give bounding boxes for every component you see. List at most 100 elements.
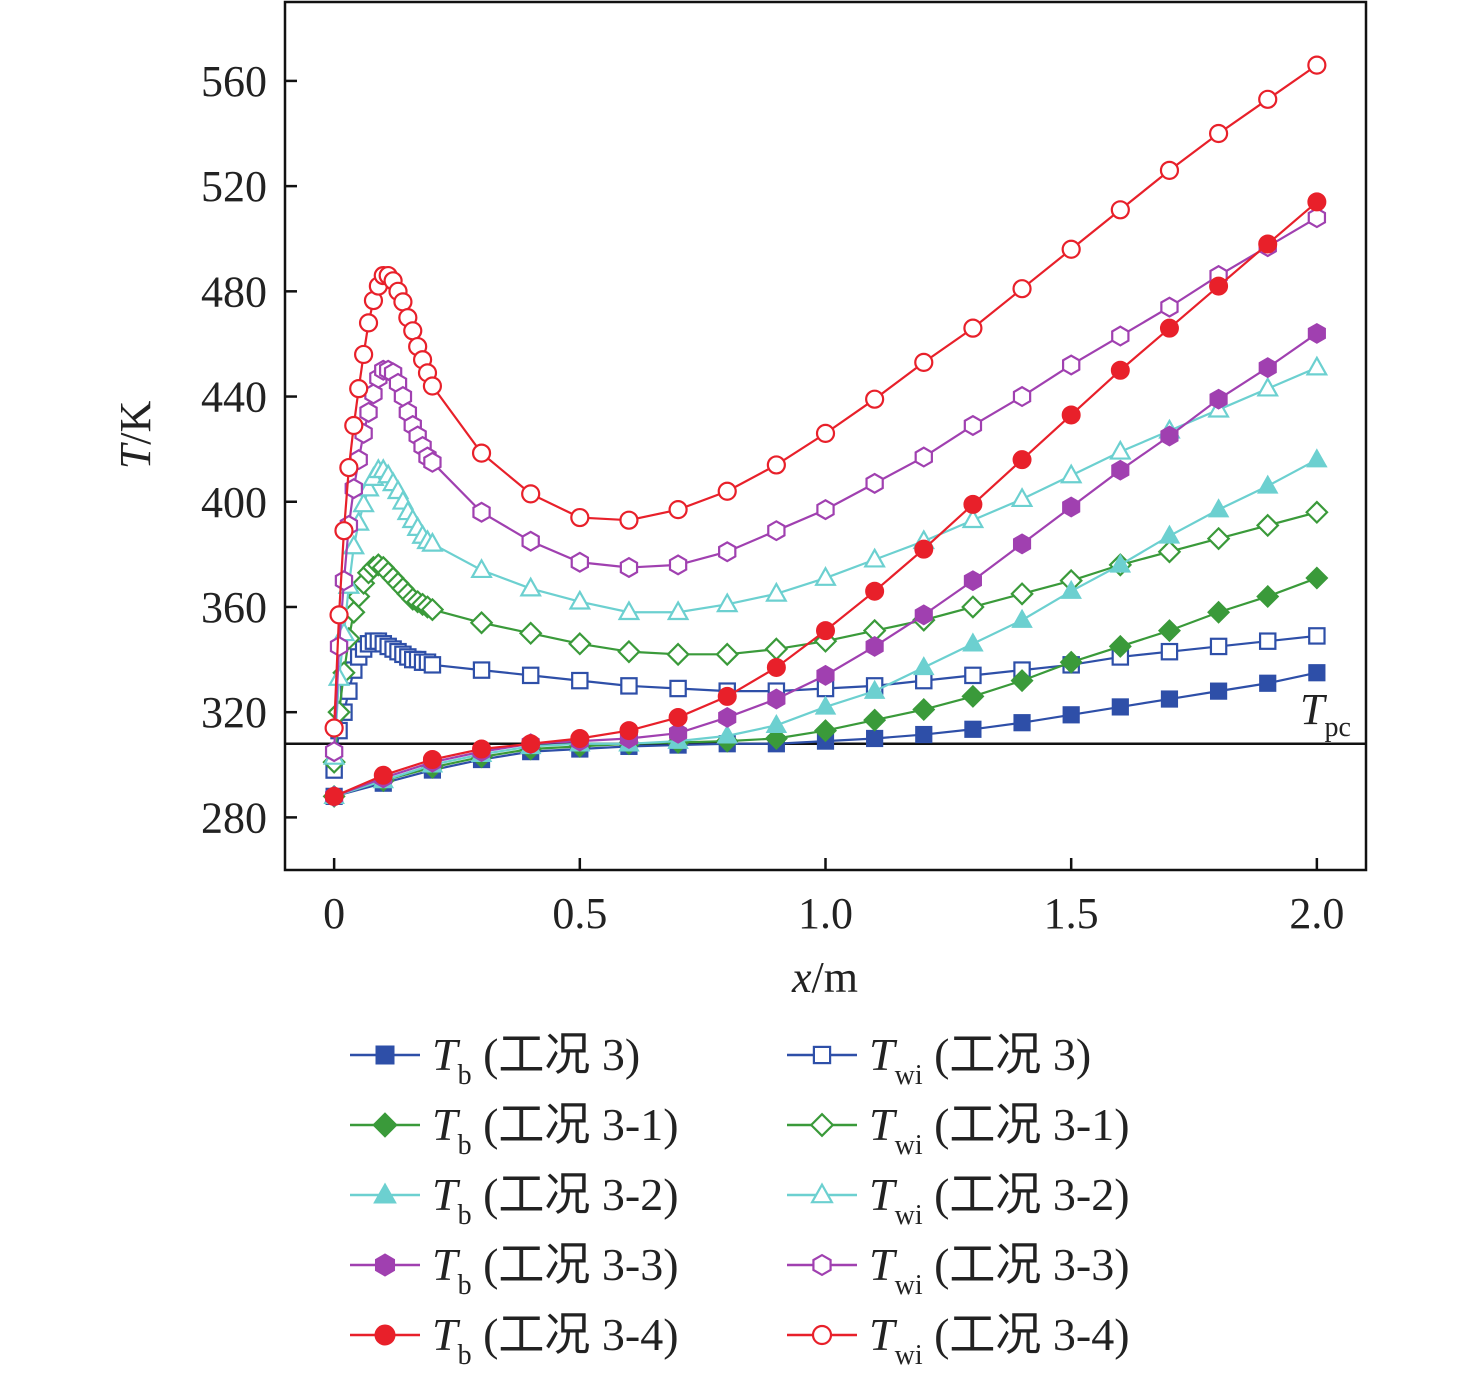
data-point xyxy=(570,507,590,528)
data-point xyxy=(1258,632,1277,650)
data-point xyxy=(472,661,491,679)
data-point xyxy=(1159,318,1179,338)
data-point xyxy=(1308,664,1326,682)
data-point xyxy=(964,720,982,738)
data-point xyxy=(715,592,739,613)
legend-item: Twi (工况 3) xyxy=(787,1029,1091,1091)
data-point xyxy=(471,443,492,463)
data-point xyxy=(1111,459,1130,481)
data-point xyxy=(766,455,786,475)
data-point xyxy=(915,671,933,690)
data-point xyxy=(359,401,378,423)
data-point xyxy=(815,423,836,443)
data-point xyxy=(619,510,639,530)
data-point xyxy=(914,604,933,626)
data-point xyxy=(816,621,835,641)
data-point xyxy=(865,581,885,601)
data-point xyxy=(617,600,641,621)
x-tick-label: 1.5 xyxy=(1044,889,1099,938)
legend-item: Twi (工况 3-4) xyxy=(787,1309,1130,1371)
data-point xyxy=(1305,355,1329,376)
legend-label: Tb (工况 3-1) xyxy=(432,1099,679,1161)
data-point xyxy=(668,707,688,727)
data-point xyxy=(1010,582,1034,606)
data-point xyxy=(518,621,543,646)
data-point xyxy=(1305,500,1329,525)
data-point xyxy=(1259,674,1277,692)
data-point xyxy=(1157,619,1181,643)
data-point xyxy=(1209,388,1228,410)
data-point xyxy=(521,484,541,504)
data-point xyxy=(1109,553,1132,573)
data-point xyxy=(865,635,884,657)
data-point xyxy=(765,713,788,734)
data-point xyxy=(1060,579,1082,599)
legend-marker-hexagon-icon xyxy=(812,1253,832,1277)
x-axis-label: x/m xyxy=(791,953,858,1002)
y-tick-label: 480 xyxy=(201,267,267,316)
data-point xyxy=(568,589,592,610)
data-point xyxy=(963,414,983,437)
data-point xyxy=(666,600,690,621)
data-point xyxy=(324,718,344,738)
legend-label: Twi (工况 3-4) xyxy=(869,1309,1130,1371)
data-point xyxy=(1207,498,1230,518)
data-point xyxy=(1256,474,1279,494)
data-point xyxy=(715,642,739,667)
x-tick-label: 0 xyxy=(323,889,345,938)
legend-item: Tb (工况 3-3) xyxy=(350,1239,679,1301)
data-point xyxy=(1012,279,1032,299)
legend-marker-circle-icon xyxy=(374,1324,396,1346)
data-point xyxy=(1305,566,1329,590)
data-point xyxy=(1258,89,1278,109)
legend-marker-hexagon-icon xyxy=(374,1253,396,1277)
legend-item: Twi (工况 3-3) xyxy=(787,1239,1130,1301)
data-point xyxy=(358,313,379,333)
data-point xyxy=(962,632,984,652)
data-point xyxy=(1012,385,1032,408)
data-point xyxy=(617,639,641,664)
y-tick-label: 320 xyxy=(201,688,267,737)
data-point xyxy=(1010,669,1034,693)
data-point xyxy=(393,292,413,312)
data-point xyxy=(470,558,493,579)
data-point xyxy=(1012,533,1032,555)
y-tick-label: 440 xyxy=(201,373,267,422)
data-point xyxy=(1206,526,1231,551)
data-point xyxy=(913,656,935,676)
y-tick-label: 280 xyxy=(201,793,267,842)
data-point xyxy=(718,541,737,563)
data-point xyxy=(570,551,590,573)
data-point xyxy=(1158,524,1181,544)
data-point xyxy=(668,554,688,576)
data-point xyxy=(767,520,786,542)
data-point xyxy=(349,379,369,399)
data-point xyxy=(816,664,835,686)
data-point xyxy=(865,389,885,409)
data-point xyxy=(570,728,590,748)
data-point xyxy=(1012,450,1032,470)
legend-label: Tb (工况 3) xyxy=(432,1029,640,1091)
axes: 0 0.5 1.0 1.5 2.0 280 320 360 400 440 480 520 560 xyxy=(201,0,1368,938)
data-point xyxy=(329,605,349,625)
data-point xyxy=(324,741,344,763)
legend-label: Tb (工况 3-4) xyxy=(432,1309,679,1371)
legend-label: Tb (工况 3-3) xyxy=(432,1239,679,1301)
data-point xyxy=(1059,463,1083,484)
legend-marker-square-icon xyxy=(375,1045,395,1065)
data-point xyxy=(1062,496,1081,518)
data-point xyxy=(1307,55,1327,75)
data-point xyxy=(1010,487,1034,508)
data-point xyxy=(1110,200,1130,220)
legend-label: Twi (工况 3) xyxy=(869,1029,1091,1091)
data-point xyxy=(619,721,639,741)
data-point xyxy=(339,457,359,478)
data-point xyxy=(961,684,985,708)
y-tick-label: 520 xyxy=(201,162,267,211)
data-point xyxy=(963,570,982,592)
data-point xyxy=(912,698,936,722)
y-axis-label: T/K xyxy=(111,401,160,470)
data-point xyxy=(1160,425,1179,447)
data-point xyxy=(472,739,492,759)
data-point xyxy=(766,657,786,677)
